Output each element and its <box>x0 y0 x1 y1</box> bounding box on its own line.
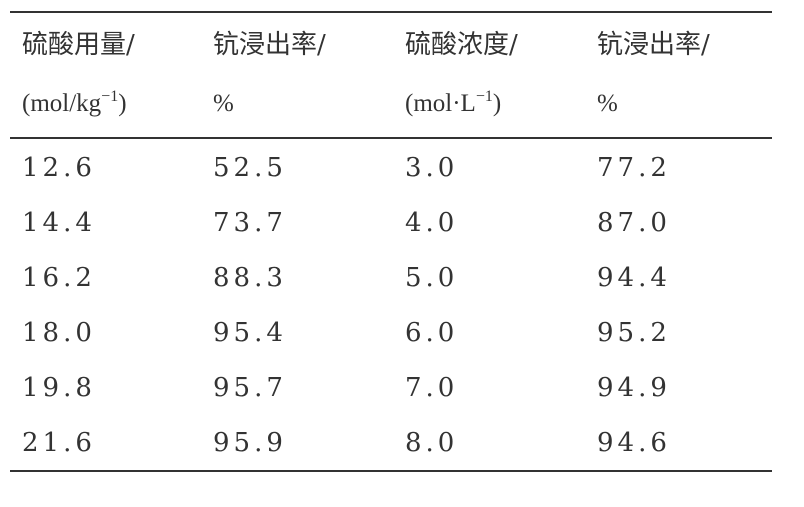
table-cell: 14.4 <box>22 208 96 238</box>
unit-text: ) <box>492 90 502 117</box>
table-cell: 4.0 <box>405 208 459 238</box>
table-cell: 73.7 <box>213 208 287 238</box>
header-unit: % <box>597 89 618 119</box>
table-cell: 94.4 <box>597 263 671 293</box>
unit-text: % <box>597 90 618 117</box>
unit-exponent: −1 <box>101 88 119 105</box>
unit-text: ) <box>118 90 127 117</box>
bottom-rule <box>10 470 772 472</box>
header-unit: (mol/kg−1) <box>22 89 127 119</box>
unit-text: (mol/kg <box>22 90 102 117</box>
table-cell: 77.2 <box>597 153 671 183</box>
header-unit: (mol·L−1) <box>405 89 501 119</box>
table-cell: 87.0 <box>597 208 671 238</box>
table-cell: 95.9 <box>213 428 287 458</box>
table-cell: 95.2 <box>597 318 671 348</box>
table-cell: 16.2 <box>22 263 96 293</box>
table-cell: 52.5 <box>213 153 287 183</box>
header-title: 钪浸出率/ <box>213 30 326 60</box>
table-cell: 12.6 <box>22 153 96 183</box>
table-cell: 7.0 <box>405 373 459 403</box>
table-cell: 88.3 <box>213 263 287 293</box>
table-cell: 21.6 <box>22 428 96 458</box>
unit-exponent: −1 <box>475 88 493 105</box>
table-cell: 95.4 <box>213 318 287 348</box>
table-cell: 19.8 <box>22 373 96 403</box>
unit-text: (mol·L <box>405 90 476 117</box>
header-title: 钪浸出率/ <box>597 30 710 60</box>
unit-text: % <box>213 90 234 117</box>
table-cell: 18.0 <box>22 318 96 348</box>
table-cell: 94.6 <box>597 428 671 458</box>
header-rule <box>10 137 772 139</box>
header-title: 硫酸浓度/ <box>405 30 518 60</box>
table-cell: 8.0 <box>405 428 459 458</box>
table-cell: 3.0 <box>405 153 459 183</box>
top-rule <box>10 11 772 13</box>
table-cell: 5.0 <box>405 263 459 293</box>
header-title: 硫酸用量/ <box>22 30 135 60</box>
table-cell: 6.0 <box>405 318 459 348</box>
header-unit: % <box>213 89 234 119</box>
table-cell: 94.9 <box>597 373 671 403</box>
table-cell: 95.7 <box>213 373 287 403</box>
